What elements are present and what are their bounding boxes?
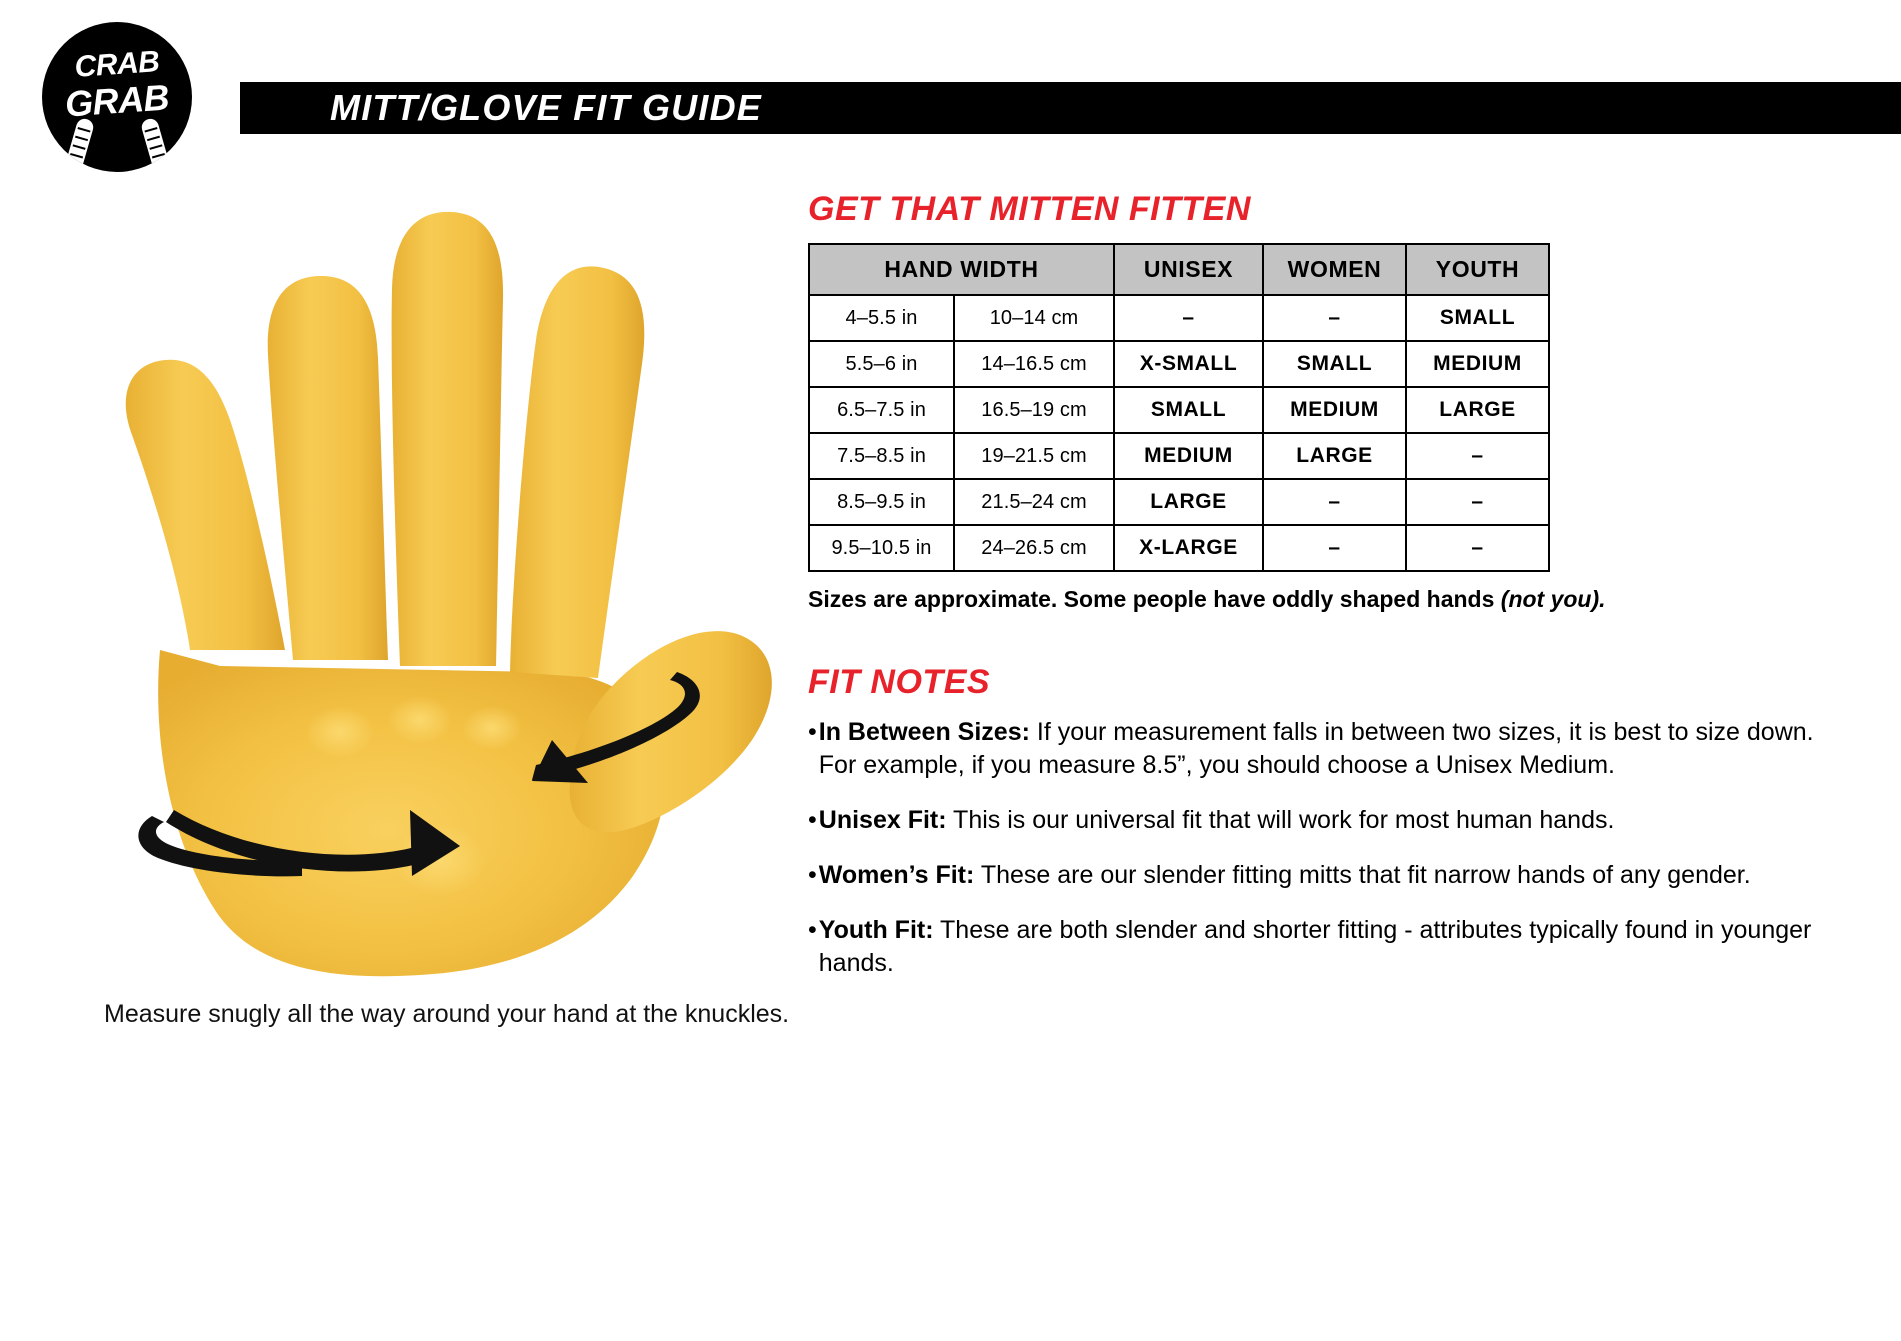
cell-youth: – [1405,478,1551,526]
page-title: MITT/GLOVE FIT GUIDE [330,87,762,128]
table-row: 7.5–8.5 in 19–21.5 cm MEDIUM LARGE – [808,432,1551,480]
cell-inches: 7.5–8.5 in [808,432,955,480]
column-header-women: WOMEN [1262,243,1408,296]
table-row: 6.5–7.5 in 16.5–19 cm SMALL MEDIUM LARGE [808,386,1551,434]
cell-youth: SMALL [1405,294,1551,342]
fit-note-in-between-sizes: • In Between Sizes: If your measurement … [808,716,1848,782]
cell-cm: 16.5–19 cm [952,386,1116,434]
bullet-icon: • [808,718,817,746]
crab-claw-right-icon [139,116,174,172]
cell-unisex: SMALL [1113,386,1265,434]
fit-note-label: In Between Sizes: [818,718,1030,746]
cell-unisex: MEDIUM [1113,432,1265,480]
thumb [569,631,772,833]
size-chart-note-italic: (not you). [1500,586,1606,612]
table-row: 4–5.5 in 10–14 cm – – SMALL [808,294,1551,342]
knuckle-highlight [306,706,374,758]
column-header-youth: YOUTH [1405,243,1551,296]
logo-text-grab: GRAB [63,76,171,125]
finger-index [125,359,286,650]
column-header-hand-width: HAND WIDTH [807,243,1116,296]
cell-cm: 21.5–24 cm [952,478,1116,526]
cell-inches: 6.5–7.5 in [808,386,955,434]
knuckle-highlight [388,696,452,744]
fit-notes-title: FIT NOTES [808,663,991,701]
cell-women: LARGE [1262,432,1408,480]
right-column: GET THAT MITTEN FITTEN HAND WIDTH UNISEX… [807,190,1854,1002]
table-row: 5.5–6 in 14–16.5 cm X-SMALL SMALL MEDIUM [808,340,1551,388]
fit-note-text: These are both slender and shorter fitti… [818,916,1812,977]
knuckle-highlight [462,706,522,750]
fit-note-text: These are our slender fitting mitts that… [974,861,1751,889]
cell-inches: 9.5–10.5 in [808,524,955,572]
hand-caption: Measure snugly all the way around your h… [104,1000,790,1028]
bullet-icon: • [808,861,817,889]
crab-grab-logo: CRAB GRAB [42,22,192,172]
finger-ring [391,211,504,666]
fit-note-text: If your measurement falls in between two… [818,718,1814,779]
cell-inches: 5.5–6 in [808,340,955,388]
cell-women: SMALL [1262,340,1408,388]
bullet-icon: • [808,916,817,944]
cell-unisex: – [1113,294,1265,342]
table-header-row: HAND WIDTH UNISEX WOMEN YOUTH [807,243,1551,296]
table-row: 8.5–9.5 in 21.5–24 cm LARGE – – [808,478,1551,526]
cell-unisex: X-LARGE [1113,524,1265,572]
table-row: 9.5–10.5 in 24–26.5 cm X-LARGE – – [808,524,1551,572]
fit-note-youth-fit: • Youth Fit: These are both slender and … [808,914,1848,980]
fit-note-womens-fit: • Women’s Fit: These are our slender fit… [808,859,1848,892]
cell-cm: 10–14 cm [952,294,1116,342]
column-header-unisex: UNISEX [1113,243,1265,296]
size-chart-title: GET THAT MITTEN FITTEN [808,190,1251,228]
cell-youth: – [1405,524,1551,572]
cell-women: – [1262,478,1408,526]
finger-middle [267,275,388,660]
cell-women: – [1262,294,1408,342]
size-chart-note-main: Sizes are approximate. Some people have … [808,586,1501,612]
open-hand-illustration [40,180,780,980]
cell-unisex: X-SMALL [1113,340,1265,388]
size-chart-note: Sizes are approximate. Some people have … [808,586,1854,613]
cell-women: MEDIUM [1262,386,1408,434]
measurement-arrow [138,672,700,877]
fit-note-label: Youth Fit: [818,916,934,944]
cell-inches: 8.5–9.5 in [808,478,955,526]
cell-women: – [1262,524,1408,572]
cell-youth: LARGE [1405,386,1551,434]
cell-inches: 4–5.5 in [808,294,955,342]
cell-cm: 24–26.5 cm [952,524,1116,572]
header-bar: MITT/GLOVE FIT GUIDE [240,82,1901,134]
cell-unisex: LARGE [1113,478,1265,526]
fit-note-label: Women’s Fit: [818,861,975,889]
fit-note-unisex-fit: • Unisex Fit: This is our universal fit … [808,804,1848,837]
cell-cm: 19–21.5 cm [952,432,1116,480]
hand-shape [125,211,772,977]
cell-youth: MEDIUM [1405,340,1551,388]
cell-youth: – [1405,432,1551,480]
fit-note-text: This is our universal fit that will work… [946,806,1615,834]
size-chart-table: HAND WIDTH UNISEX WOMEN YOUTH 4–5.5 in 1… [807,243,1551,572]
fit-note-label: Unisex Fit: [818,806,947,834]
cell-cm: 14–16.5 cm [952,340,1116,388]
bullet-icon: • [808,806,817,834]
finger-pinky [510,266,645,678]
